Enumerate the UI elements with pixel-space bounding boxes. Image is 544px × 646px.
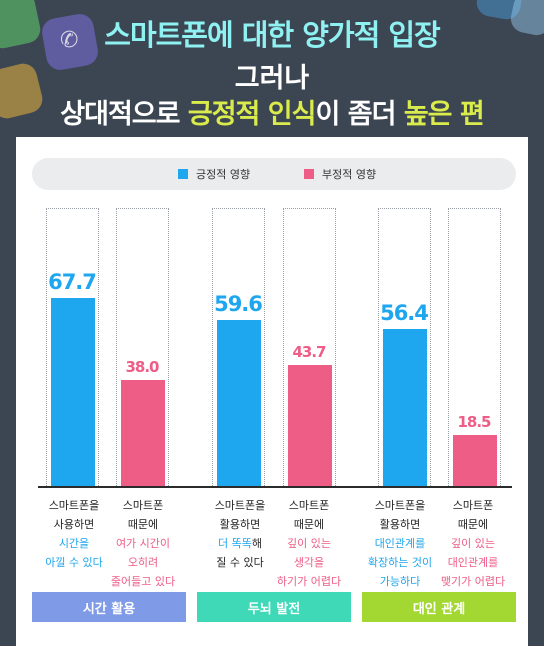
bar-relationships-pos xyxy=(382,329,427,486)
bar-slot-relationships-neg xyxy=(448,208,501,486)
category-brain-development: 두뇌 발전 xyxy=(197,592,351,622)
chart-subtitle-2: 상대적으로 긍정적 인식이 좀더 높은 편 xyxy=(60,99,484,130)
bar-time-use-pos xyxy=(50,298,95,486)
bar-relationships-neg xyxy=(452,435,497,486)
caption-brain-negative: 스마트폰 때문에 깊이 있는 생각을 하기가 어렵다 xyxy=(276,499,342,588)
caption-time-positive: 스마트폰을 사용하면 시간을 아낄 수 있다 xyxy=(45,499,103,569)
bar-brain-development-neg xyxy=(287,365,332,486)
legend-label-positive: 긍정적 영향 xyxy=(196,168,251,181)
phone-icon: ✆ xyxy=(60,28,79,53)
legend-item-negative: 부정적 영향 xyxy=(304,158,376,190)
bar-slot-time-use-pos xyxy=(46,208,99,486)
category-relationships: 대인 관계 xyxy=(362,592,516,622)
caption-relation-negative: 스마트폰 때문에 깊이 있는 대인관계를 맺기가 어렵다 xyxy=(440,499,506,588)
category-time-use: 시간 활용 xyxy=(32,592,186,622)
chart-title: 스마트폰에 대한 양가적 입장 xyxy=(104,18,440,52)
value-label-time-use-pos: 67.7 xyxy=(48,270,97,294)
value-label-relationships-pos: 56.4 xyxy=(380,301,429,325)
caption-time-negative: 스마트폰 때문에 여가 시간이 오히려 줄어들고 있다 xyxy=(110,499,176,588)
bar-slot-brain-development-pos xyxy=(212,208,265,486)
x-axis-baseline xyxy=(38,486,512,488)
value-label-relationships-neg: 18.5 xyxy=(457,413,491,431)
bar-brain-development-pos xyxy=(216,320,261,486)
legend: 긍정적 영향 부정적 영향 xyxy=(32,158,516,190)
legend-label-negative: 부정적 영향 xyxy=(322,168,377,181)
legend-item-positive: 긍정적 영향 xyxy=(178,158,250,190)
value-label-brain-development-pos: 59.6 xyxy=(214,292,263,316)
bar-slot-time-use-neg xyxy=(116,208,169,486)
value-label-time-use-neg: 38.0 xyxy=(125,358,159,376)
legend-swatch-positive xyxy=(178,169,188,179)
chart-card xyxy=(16,137,528,646)
caption-relation-positive: 스마트폰을 활용하면 대인관계를 확장하는 것이 가능하다 xyxy=(367,499,433,588)
chart-subtitle-1: 그러나 xyxy=(234,63,310,94)
bar-slot-relationships-pos xyxy=(378,208,431,486)
value-label-brain-development-neg: 43.7 xyxy=(292,343,326,361)
caption-brain-positive: 스마트폰을 활용하면 더 똑똑해 질 수 있다 xyxy=(214,499,266,569)
legend-swatch-negative xyxy=(304,169,314,179)
bar-time-use-neg xyxy=(120,380,165,486)
bar-slot-brain-development-neg xyxy=(283,208,336,486)
